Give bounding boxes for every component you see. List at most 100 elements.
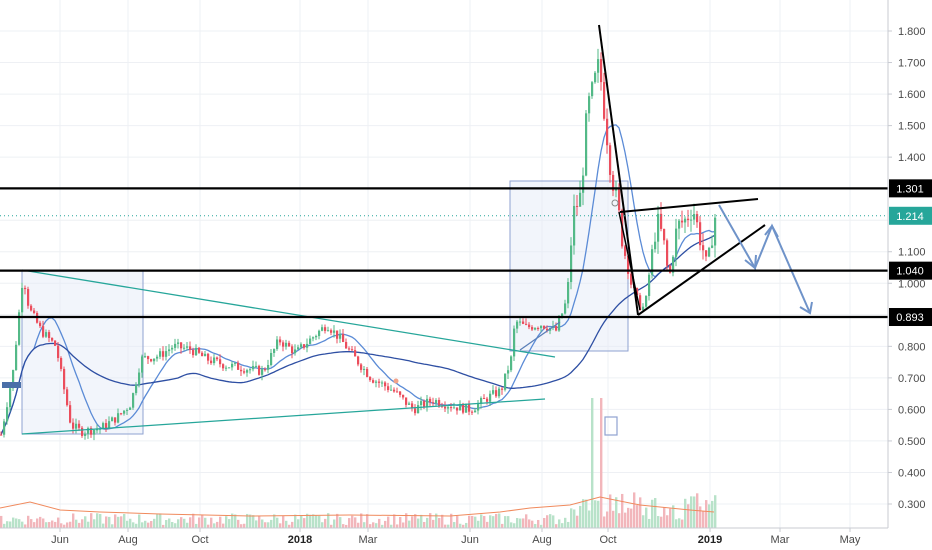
candle-down [54, 340, 57, 346]
candle-up [573, 205, 576, 246]
volume-bar [150, 521, 153, 528]
candle-down [402, 394, 405, 398]
volume-bar [186, 522, 189, 528]
volume-bar [543, 518, 546, 528]
candle-up [183, 347, 186, 349]
candle-up [168, 349, 171, 352]
candle-down [405, 397, 408, 405]
volume-bar [585, 499, 588, 528]
volume-bar [474, 516, 477, 528]
ma-fast-line [0, 124, 716, 435]
last-price-label-bg [889, 206, 932, 225]
volume-bar [213, 523, 216, 528]
level-label-bg [889, 308, 932, 327]
candle-down [669, 265, 672, 273]
volume-bar [630, 508, 633, 528]
volume-bar [141, 522, 144, 528]
candle-up [96, 429, 99, 431]
volume-bar [342, 524, 345, 528]
candle-down [279, 339, 282, 343]
volume-bar [360, 513, 363, 528]
volume-bar [318, 515, 321, 528]
volume-bar [468, 515, 471, 528]
candle-down [240, 369, 243, 372]
candle-down [57, 345, 60, 358]
volume-bar [81, 519, 84, 528]
candle-down [150, 359, 153, 362]
volume-bar [669, 508, 672, 528]
volume-bar [573, 509, 576, 528]
candle-up [213, 357, 216, 364]
candle-up [657, 213, 660, 242]
volume-bar [525, 514, 528, 528]
volume-bar [357, 522, 360, 528]
candle-up [87, 428, 90, 434]
candle-down [39, 322, 42, 327]
volume-bar [264, 522, 267, 528]
drawing-annotations [2, 24, 813, 435]
volume-bar [60, 523, 63, 528]
volume-bar [453, 522, 456, 528]
volume-bar [234, 514, 237, 528]
candle-down [369, 376, 372, 381]
volume-bar [204, 517, 207, 528]
volume-bar [120, 516, 123, 528]
candle-up [21, 287, 24, 313]
candle-up [246, 370, 249, 373]
y-tick-label: 1.500 [898, 121, 926, 133]
volume-bar [351, 515, 354, 528]
volume-bar [27, 515, 30, 528]
candle-up [117, 413, 120, 423]
volume-bar [30, 519, 33, 528]
volume-bar [441, 514, 444, 528]
candle-up [540, 325, 543, 329]
volume-bar [651, 499, 654, 528]
volume-bar [411, 516, 414, 528]
candle-down [663, 228, 666, 241]
volume-bar [594, 500, 597, 528]
volume-bar [105, 516, 108, 528]
volume-bar [522, 518, 525, 528]
candle-down [639, 295, 642, 311]
volume-bar [645, 507, 648, 528]
volume-bar [246, 513, 249, 528]
volume-bar [333, 519, 336, 528]
last-price-label: 1.214 [896, 211, 924, 223]
volume-bar [327, 513, 330, 528]
volume-bar [270, 519, 273, 528]
volume-bar [621, 493, 624, 528]
volume-bar [126, 520, 129, 528]
volume-bar [9, 521, 12, 528]
candle-up [489, 393, 492, 402]
volume-bar [303, 518, 306, 528]
volume-bar [207, 524, 210, 528]
candle-down [90, 428, 93, 435]
candle-up [75, 423, 78, 429]
candle-up [231, 363, 234, 368]
candle-up [255, 365, 258, 367]
candle-down [603, 82, 606, 119]
volume-bar [426, 517, 429, 528]
candle-up [333, 330, 336, 333]
candle-down [660, 213, 663, 229]
volume-bar [297, 519, 300, 528]
volume-bar [228, 519, 231, 528]
volume-bar [48, 522, 51, 528]
candle-up [261, 369, 264, 375]
volume-bar [306, 513, 309, 528]
volume-bar [144, 520, 147, 528]
candle-down [60, 357, 63, 369]
volume-bar [681, 519, 684, 528]
volume-bar [93, 519, 96, 528]
candle-down [372, 380, 375, 383]
pattern-box-2 [509, 180, 629, 352]
trendline-breakout [519, 321, 561, 351]
candle-up [111, 417, 114, 422]
candle-up [579, 192, 582, 207]
volume-bar [600, 398, 603, 528]
candle-down [42, 326, 45, 337]
candle-up [645, 295, 648, 307]
candle-up [558, 317, 561, 331]
x-tick-label: Jun [461, 534, 479, 546]
